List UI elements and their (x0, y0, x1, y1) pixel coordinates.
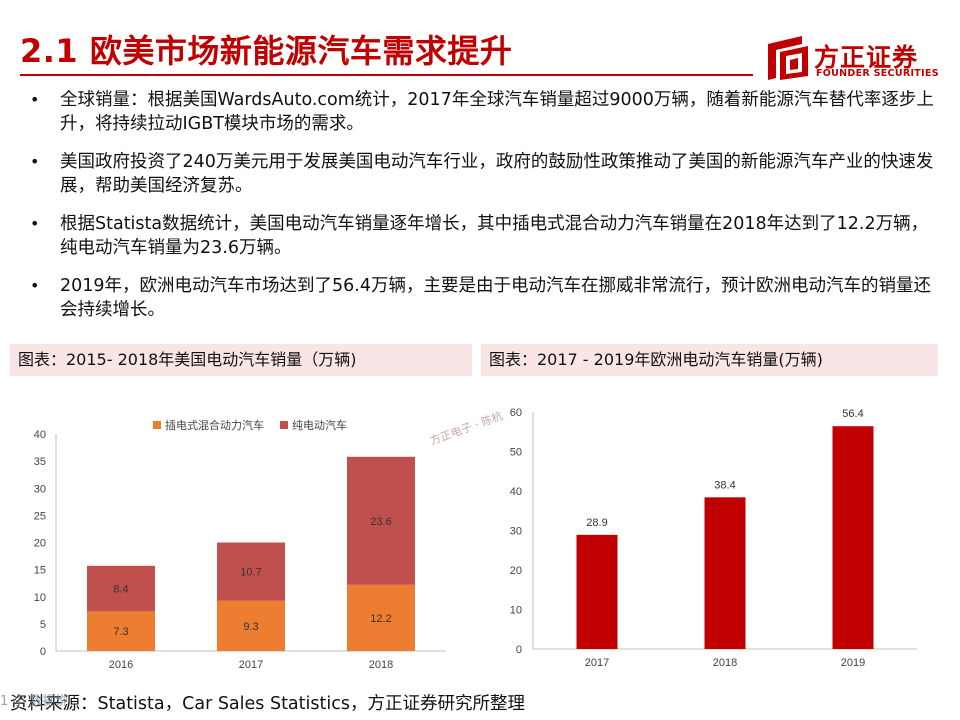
data-label: 38.4 (714, 479, 735, 491)
y-tick-label: 35 (34, 456, 46, 468)
y-tick-label: 50 (510, 447, 522, 459)
y-tick-label: 0 (516, 644, 522, 656)
logo-text-en: FOUNDER SECURITIES (816, 68, 939, 79)
x-tick-label: 2017 (585, 657, 609, 669)
bar-phev (87, 611, 155, 651)
x-tick-label: 2018 (713, 657, 737, 669)
title-underline (20, 74, 753, 76)
us-chart-title: 图表：2015- 2018年美国电动汽车销量（万辆) (10, 344, 472, 376)
y-tick-label: 5 (40, 619, 46, 631)
data-label-phev: 12.2 (370, 613, 391, 625)
bar-eu-sales (704, 497, 746, 649)
data-label: 56.4 (842, 408, 863, 420)
source-overlay-watermark: 1 小 数据说 (0, 694, 69, 709)
y-tick-label: 25 (34, 510, 46, 522)
logo-text-cn: 方正证券 (814, 43, 919, 72)
data-label: 28.9 (586, 517, 607, 529)
y-tick-label: 10 (34, 592, 46, 604)
bar-bev (217, 542, 285, 601)
page-title: 2.1 欧美市场新能源汽车需求提升 (20, 32, 513, 70)
y-tick-label: 40 (510, 486, 522, 498)
y-tick-label: 15 (34, 565, 46, 577)
legend-swatch (280, 421, 288, 429)
y-tick-label: 60 (510, 407, 522, 419)
bullet-item: 全球销量：根据美国WardsAuto.com统计，2017年全球汽车销量超过90… (28, 88, 938, 136)
founder-logo-icon (768, 36, 808, 80)
brand-logo: 方正证券 FOUNDER SECURITIES (766, 36, 946, 80)
data-label-bev: 8.4 (113, 584, 128, 596)
data-label-phev: 7.3 (113, 626, 128, 638)
us-ev-sales-chart: 0 5 10 15 20 25 30 35 40 7.3 8.4 2016 9.3 10.7 2017 12.… (34, 418, 446, 671)
source-note: 资料来源：Statista，Car Sales Statistics，方正证券研… (10, 694, 525, 714)
y-tick-label: 20 (34, 538, 46, 550)
y-tick-label: 30 (510, 526, 522, 538)
bar-eu-sales (576, 534, 618, 649)
y-tick-label: 0 (40, 646, 46, 658)
legend-swatch (153, 421, 161, 429)
bar-eu-sales (832, 426, 874, 649)
data-label-bev: 10.7 (240, 567, 261, 579)
data-label-bev: 23.6 (370, 516, 391, 528)
x-tick-label: 2016 (109, 659, 133, 671)
bullet-item: 2019年，欧洲电动汽车市场达到了56.4万辆，主要是由于电动汽车在挪威非常流行… (28, 274, 938, 322)
x-tick-label: 2018 (369, 659, 393, 671)
data-label-phev: 9.3 (243, 621, 258, 633)
y-tick-label: 10 (510, 605, 522, 617)
x-tick-label: 2019 (841, 657, 865, 669)
bar-bev (87, 565, 155, 612)
y-tick-label: 20 (510, 565, 522, 577)
x-tick-label: 2017 (239, 659, 263, 671)
y-tick-label: 30 (34, 483, 46, 495)
bar-bev (347, 456, 415, 585)
eu-ev-sales-chart: 0 10 20 30 40 50 60 28.9 2017 38.4 2018 56.4 2019 (510, 407, 917, 669)
legend-label: 插电式混合动力汽车 (165, 418, 264, 432)
bar-phev (217, 600, 285, 651)
bullet-item: 根据Statista数据统计，美国电动汽车销量逐年增长，其中插电式混合动力汽车销… (28, 212, 938, 260)
bullet-list: 全球销量：根据美国WardsAuto.com统计，2017年全球汽车销量超过90… (28, 88, 938, 336)
legend-label: 纯电动汽车 (292, 418, 347, 432)
y-tick-label: 40 (34, 429, 46, 441)
bullet-item: 美国政府投资了240万美元用于发展美国电动汽车行业，政府的鼓励性政策推动了美国的… (28, 150, 938, 198)
eu-chart-title: 图表：2017 - 2019年欧洲电动汽车销量(万辆) (481, 344, 938, 376)
bar-phev (347, 584, 415, 651)
